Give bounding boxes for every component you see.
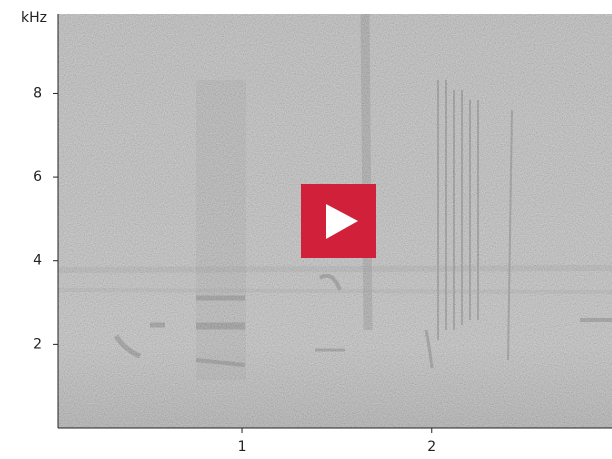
- x-tick-label: 1: [238, 439, 247, 455]
- y-tick-label: 8: [33, 85, 42, 101]
- y-tick-label: 4: [33, 253, 42, 269]
- spectrogram-image: [57, 13, 612, 428]
- x-tick-label: 2: [427, 439, 436, 455]
- y-tick-label: 2: [33, 336, 42, 352]
- play-button[interactable]: [301, 184, 376, 258]
- y-unit-label: kHz: [21, 10, 47, 26]
- play-icon[interactable]: [326, 204, 358, 239]
- y-tick-label: 6: [33, 169, 42, 185]
